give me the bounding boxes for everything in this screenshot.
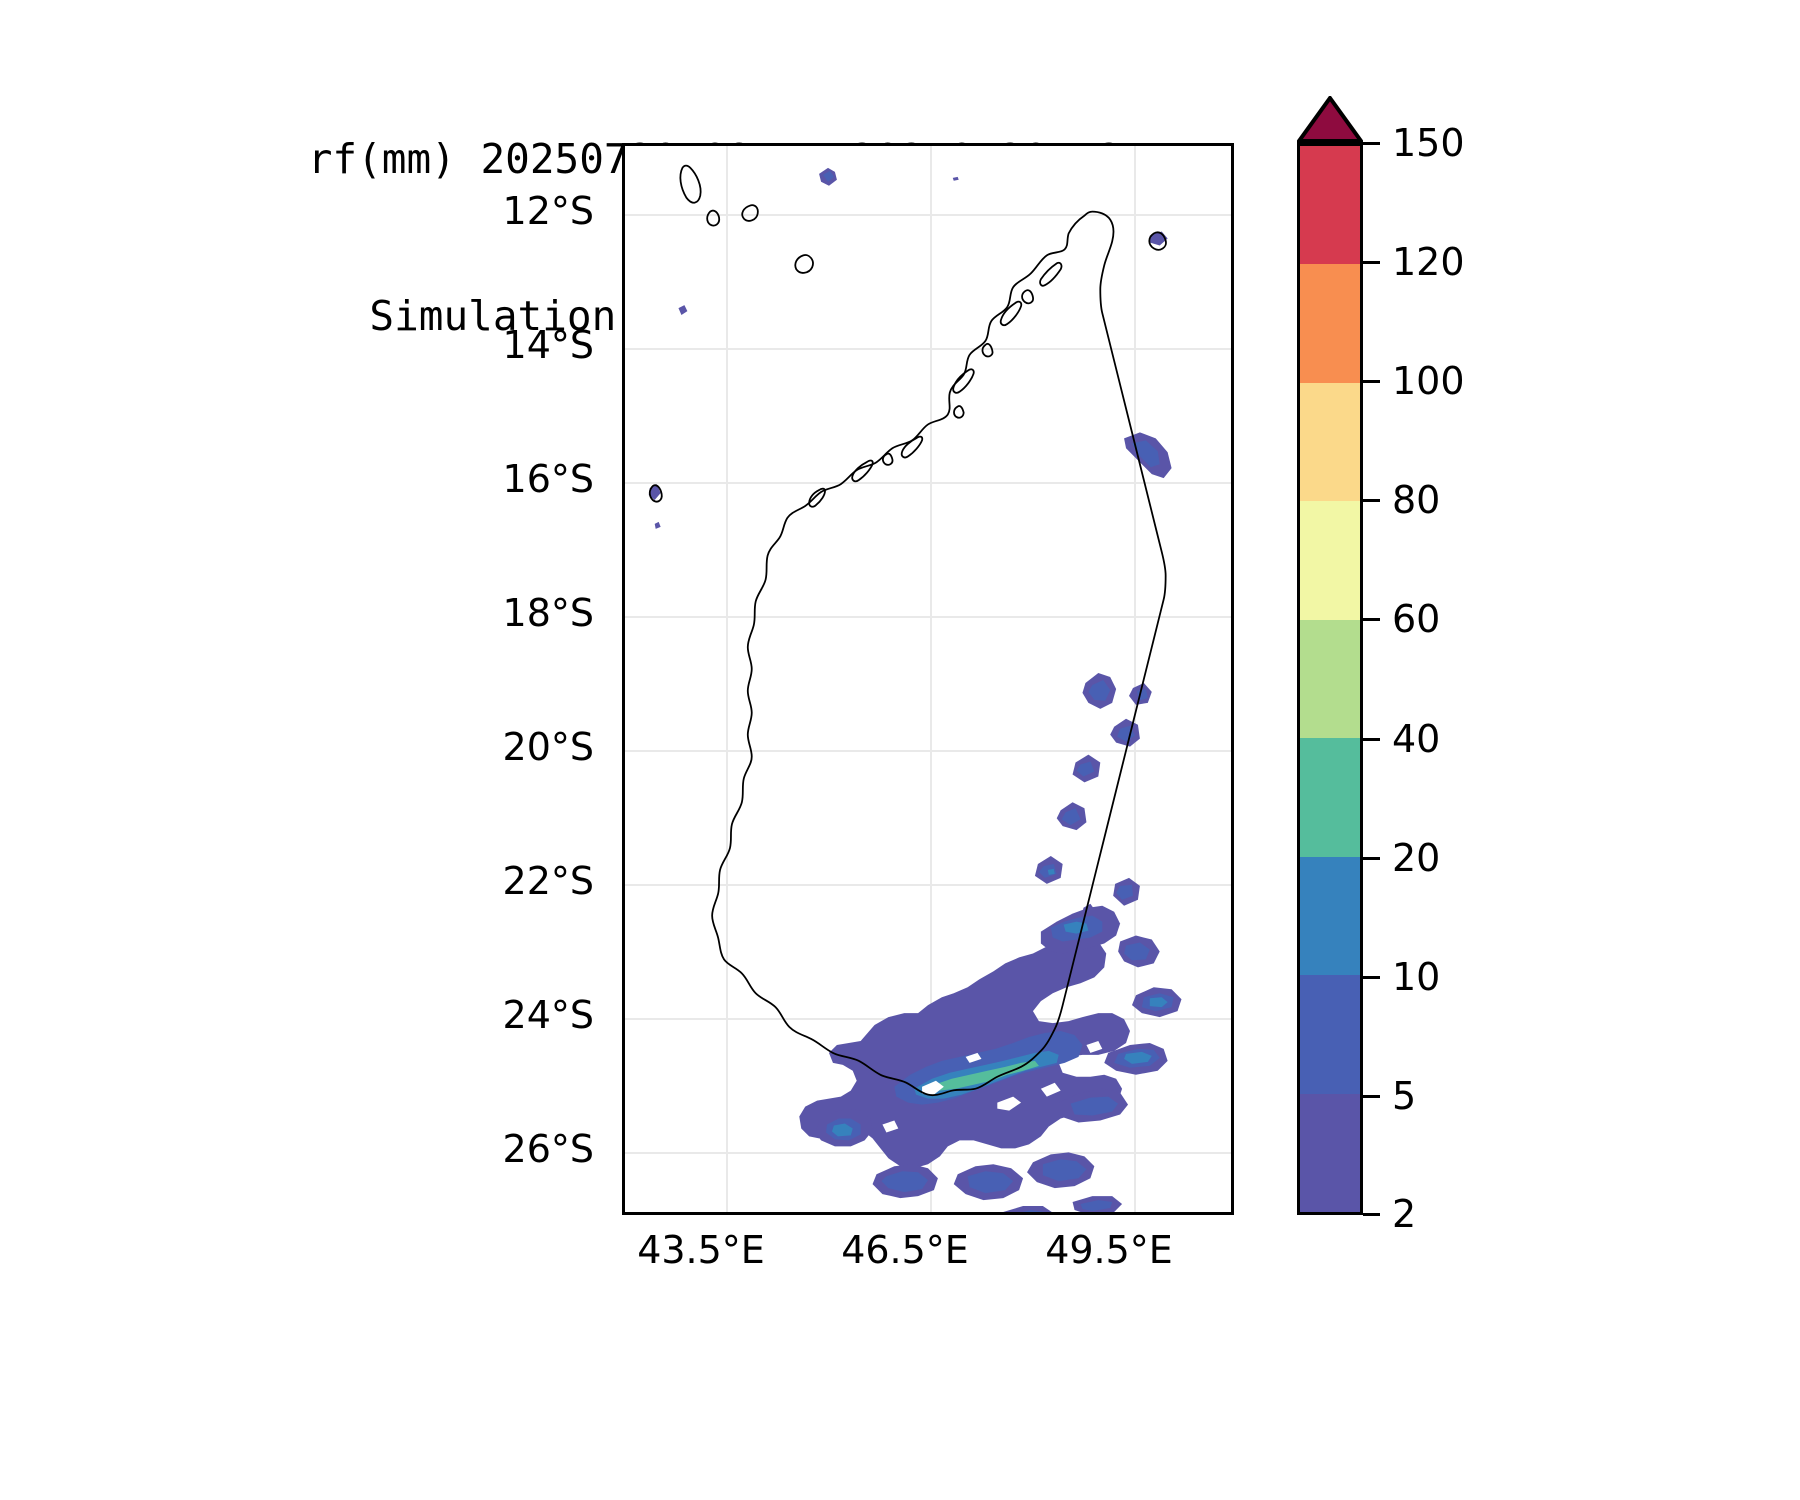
colorbar-label-80: 80 bbox=[1392, 478, 1441, 522]
colorbar-label-2: 2 bbox=[1392, 1192, 1417, 1236]
coast-detail-nw-5 bbox=[851, 459, 874, 483]
colorbar-segment-20-40 bbox=[1300, 738, 1360, 857]
colorbar-segment-5-10 bbox=[1300, 975, 1360, 1094]
islet-nw-2 bbox=[981, 342, 994, 358]
island-outline-nw-1 bbox=[679, 164, 702, 204]
colorbar-tick-80 bbox=[1363, 499, 1380, 502]
ytick-label-26s: 26°S bbox=[502, 1127, 594, 1171]
colorbar-segment-10-20 bbox=[1300, 856, 1360, 976]
colorbar-tick-120 bbox=[1363, 261, 1380, 264]
precip-patch-east-20s bbox=[1072, 673, 1152, 783]
colorbar-tick-60 bbox=[1363, 618, 1380, 621]
colorbar-segment-120-150 bbox=[1300, 146, 1360, 265]
gridline-vertical-495e bbox=[1134, 146, 1136, 1212]
precip-patch-ne-coast bbox=[1124, 432, 1172, 479]
islet-nw-4 bbox=[882, 452, 894, 466]
islet-nw-1 bbox=[1021, 289, 1034, 305]
map-graphics bbox=[648, 164, 1182, 1212]
ytick-label-18s: 18°S bbox=[502, 591, 594, 635]
colorbar-tick-10 bbox=[1363, 976, 1380, 979]
island-outline-nw-4 bbox=[794, 254, 814, 274]
precipitation-field bbox=[648, 167, 1182, 1212]
colorbar-segment-80-100 bbox=[1300, 382, 1360, 502]
colorbar-label-100: 100 bbox=[1392, 359, 1465, 403]
island-outline-nw-2 bbox=[706, 209, 721, 227]
colorbar-label-120: 120 bbox=[1392, 240, 1465, 284]
colorbar-label-60: 60 bbox=[1392, 597, 1441, 641]
ytick-label-20s: 20°S bbox=[502, 725, 594, 769]
gridline-horizontal-18s bbox=[625, 616, 1231, 618]
gridline-horizontal-20s bbox=[625, 750, 1231, 752]
colorbar-tick-150 bbox=[1363, 142, 1380, 145]
colorbar-segment-40-60 bbox=[1300, 619, 1360, 739]
ytick-label-16s: 16°S bbox=[502, 457, 594, 501]
colorbar-label-5: 5 bbox=[1392, 1074, 1417, 1118]
colorbar-segment-60-80 bbox=[1300, 501, 1360, 620]
colorbar-label-40: 40 bbox=[1392, 717, 1441, 761]
colorbar-gradient bbox=[1297, 143, 1363, 1215]
coast-detail-nw-3 bbox=[952, 368, 975, 394]
gridline-vertical-465e bbox=[930, 146, 932, 1212]
islet-nw-3 bbox=[953, 405, 965, 419]
xtick-label-435e: 43.5°E bbox=[637, 1228, 765, 1272]
gridline-horizontal-12s bbox=[625, 214, 1231, 216]
gridline-horizontal-14s bbox=[625, 348, 1231, 350]
island-outline-nw-3 bbox=[741, 204, 759, 222]
ytick-label-24s: 24°S bbox=[502, 993, 594, 1037]
ytick-label-12s: 12°S bbox=[502, 189, 594, 233]
precip-patch-west-small bbox=[678, 305, 688, 316]
coast-detail-nw-4 bbox=[900, 435, 924, 459]
colorbar-extend-arrow bbox=[1297, 96, 1363, 143]
coastline-layer bbox=[648, 164, 1167, 1097]
map-inner bbox=[625, 146, 1231, 1212]
colorbar-tick-20 bbox=[1363, 857, 1380, 860]
precip-patch-west-dot bbox=[654, 521, 661, 529]
xtick-label-465e: 46.5°E bbox=[841, 1228, 969, 1272]
colorbar: 150 120 100 80 60 40 20 10 5 2 bbox=[1297, 96, 1465, 1236]
precip-patch-east-21s bbox=[1034, 802, 1140, 917]
xtick-label-495e: 49.5°E bbox=[1045, 1228, 1173, 1272]
colorbar-segment-2-5 bbox=[1300, 1093, 1360, 1212]
colorbar-label-10: 10 bbox=[1392, 955, 1441, 999]
ytick-label-14s: 14°S bbox=[502, 323, 594, 367]
gridline-horizontal-22s bbox=[625, 884, 1231, 886]
gridline-vertical-435e bbox=[726, 146, 728, 1212]
coast-detail-nw-6 bbox=[808, 487, 826, 508]
map-plot-area[interactable] bbox=[622, 143, 1234, 1215]
precip-patch-north-offshore bbox=[819, 167, 959, 186]
colorbar-label-20: 20 bbox=[1392, 836, 1441, 880]
colorbar-tick-5 bbox=[1363, 1095, 1380, 1098]
colorbar-tick-40 bbox=[1363, 738, 1380, 741]
colorbar-tick-100 bbox=[1363, 380, 1380, 383]
island-outline-w bbox=[648, 484, 663, 503]
colorbar-segment-100-120 bbox=[1300, 264, 1360, 383]
ytick-label-22s: 22°S bbox=[502, 859, 594, 903]
gridline-horizontal-16s bbox=[625, 482, 1231, 484]
island-outline-ne bbox=[1148, 231, 1167, 251]
colorbar-label-150: 150 bbox=[1392, 121, 1465, 165]
coast-detail-nw-2 bbox=[999, 300, 1023, 327]
colorbar-tick-2 bbox=[1363, 1213, 1380, 1216]
coast-detail-nw-1 bbox=[1039, 261, 1063, 287]
precip-patch-southeast-main bbox=[799, 905, 1182, 1212]
